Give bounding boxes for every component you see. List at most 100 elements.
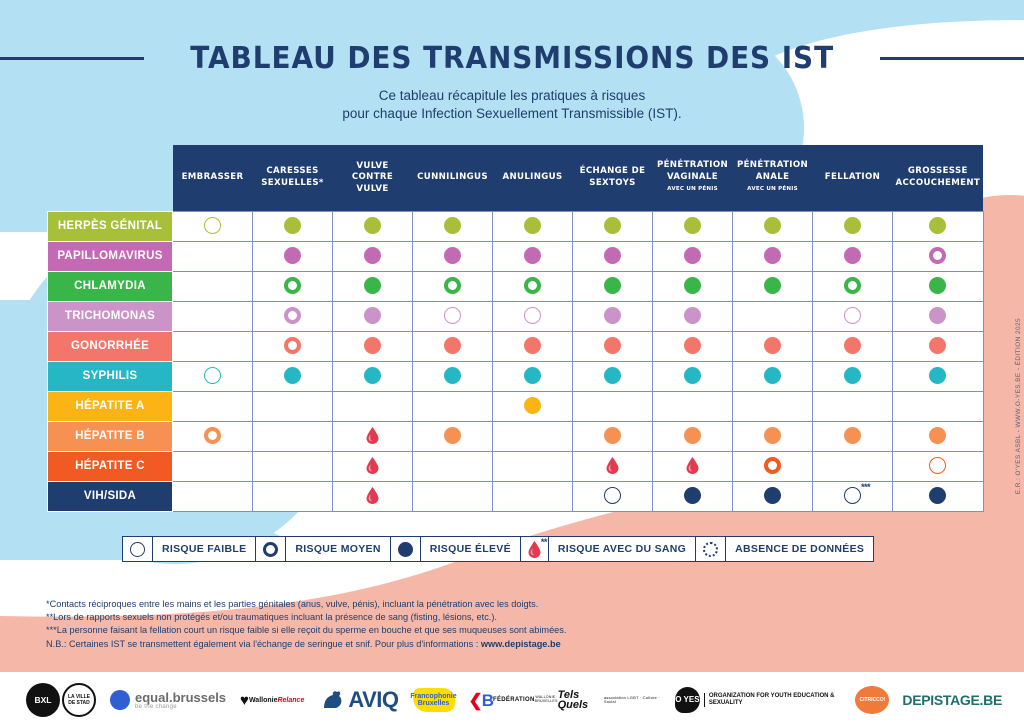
risk-marker-wrap <box>684 337 701 355</box>
risk-cell <box>732 330 813 362</box>
risk-cell <box>812 450 893 482</box>
low-risk-circle-icon <box>524 307 541 325</box>
risk-marker-wrap <box>684 277 701 295</box>
high-risk-dot-icon <box>684 307 701 325</box>
legend-icon-cell-3: ** <box>521 537 549 561</box>
risk-cell <box>572 360 653 392</box>
risk-cell <box>572 270 653 302</box>
high-risk-dot-icon <box>604 307 621 325</box>
column-header-1: CARESSES SEXUELLES* <box>252 145 333 211</box>
risk-cell <box>412 450 493 482</box>
column-header-8: FELLATION <box>812 145 893 211</box>
risk-cell <box>572 330 653 362</box>
row-header-4: GONORRHÉE <box>47 330 173 362</box>
high-risk-dot-icon <box>844 427 861 445</box>
equal-glyph-icon <box>110 690 130 710</box>
risk-marker-wrap <box>684 217 701 235</box>
risk-marker-wrap <box>364 247 381 265</box>
logo-wallonie: ♥ Wallonie Relance <box>240 693 304 708</box>
telsquels-label-2: association LGBT · Culture · Social <box>603 695 660 704</box>
high-risk-dot-icon <box>684 217 701 235</box>
column-header-label: FELLATION <box>824 172 881 182</box>
partner-logo-bar: BXL LA VILLE DE STAD equal.brussels be t… <box>0 672 1024 728</box>
blood-drop-icon <box>686 457 699 475</box>
high-risk-dot-icon <box>684 427 701 445</box>
risk-marker-wrap <box>684 247 701 265</box>
row-header-8: HÉPATITE C <box>47 450 173 482</box>
logo-tels-quels: Tels Quels association LGBT · Culture · … <box>558 690 662 711</box>
risk-marker-wrap <box>844 307 861 325</box>
risk-marker-wrap <box>604 487 621 505</box>
risk-marker-wrap <box>364 217 381 235</box>
risk-cell <box>332 210 413 242</box>
high-risk-dot-icon <box>284 367 301 385</box>
row-header-7: HÉPATITE B <box>47 420 173 452</box>
depistage-link[interactable]: www.depistage.be <box>480 638 561 649</box>
subtitle-line-2: pour chaque Infection Sexuellement Trans… <box>342 106 682 121</box>
risk-cell <box>732 480 813 512</box>
high-risk-dot-icon <box>764 337 781 355</box>
risk-marker-wrap <box>524 277 541 295</box>
footnote-3: ***La personne faisant la fellation cour… <box>46 625 567 636</box>
high-risk-dot-icon <box>929 427 947 445</box>
risk-cell <box>172 300 253 332</box>
column-header-label: ÉCHANGE DE SEXTOYS <box>579 166 646 188</box>
risk-cell <box>732 450 813 482</box>
legend-icon-cell-0 <box>123 537 153 561</box>
risk-marker-wrap <box>764 277 781 295</box>
logo-equal-brussels: equal.brussels be the change <box>110 690 226 710</box>
risk-cell <box>572 450 653 482</box>
risk-marker-wrap <box>444 307 461 325</box>
risk-cell <box>732 420 813 452</box>
blood-drop-icon <box>366 457 379 475</box>
risk-cell <box>812 420 893 452</box>
risk-marker-wrap <box>284 337 301 355</box>
risk-marker-wrap <box>844 277 861 295</box>
footnote-1: *Contacts réciproques entre les mains et… <box>46 599 539 609</box>
risk-marker-wrap <box>764 247 781 265</box>
risk-marker-wrap <box>204 427 221 445</box>
risk-marker-wrap <box>764 427 781 445</box>
column-header-3: CUNNILINGUS <box>412 145 493 211</box>
risk-cell <box>892 270 984 302</box>
blood-drop-wrap: ** <box>528 537 547 558</box>
risk-cell <box>332 360 413 392</box>
risk-cell <box>172 240 253 272</box>
risk-cell <box>652 270 733 302</box>
risk-cell <box>172 480 253 512</box>
high-risk-dot-icon <box>844 247 861 265</box>
risk-marker-wrap <box>524 307 541 325</box>
risk-cell <box>892 240 984 272</box>
risk-cell <box>172 270 253 302</box>
high-risk-dot-icon <box>364 247 381 265</box>
legend-label: ABSENCE DE DONNÉES <box>735 543 865 555</box>
row-header-9: VIH/SIDA <box>47 480 173 512</box>
risk-cell <box>892 480 984 512</box>
risk-cell <box>332 480 413 512</box>
high-risk-dot-icon <box>364 307 381 325</box>
risk-cell <box>892 450 984 482</box>
high-risk-dot-icon <box>684 247 701 265</box>
legend-label-cell-3: RISQUE AVEC DU SANG <box>549 537 697 561</box>
high-risk-dot-icon <box>604 217 621 235</box>
risk-cell: *** <box>812 480 893 512</box>
high-risk-dot-icon <box>364 367 381 385</box>
high-risk-dot-icon <box>397 541 413 557</box>
column-header-label: CUNNILINGUS <box>417 172 488 182</box>
legend-label-cell-4: ABSENCE DE DONNÉES <box>726 537 873 561</box>
high-risk-dot-icon <box>444 337 461 355</box>
high-risk-dot-icon <box>524 367 541 385</box>
risk-cell <box>732 390 813 422</box>
legend-label: RISQUE MOYEN <box>295 543 381 555</box>
high-risk-dot-icon <box>764 277 781 295</box>
risk-cell <box>492 210 573 242</box>
high-risk-dot-icon <box>524 397 541 415</box>
risk-marker-wrap <box>444 367 461 385</box>
risk-cell <box>492 390 573 422</box>
risk-marker-wrap <box>684 307 701 325</box>
high-risk-dot-icon <box>604 337 621 355</box>
legend-label: RISQUE ÉLEVÉ <box>429 543 511 555</box>
logo-depistage: DEPISTAGE.BE <box>902 693 1002 707</box>
blood-drop-icon <box>606 457 619 475</box>
risk-cell <box>252 390 333 422</box>
